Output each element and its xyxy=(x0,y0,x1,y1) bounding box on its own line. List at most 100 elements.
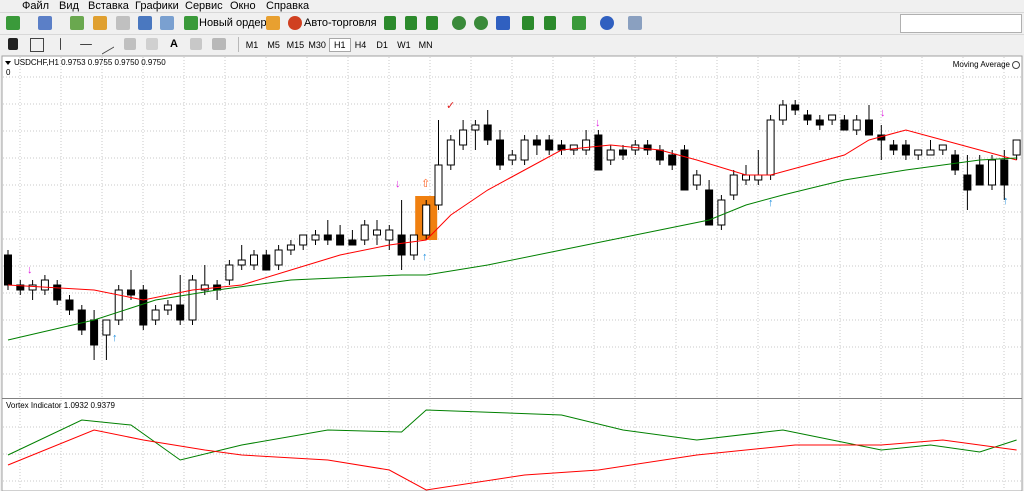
toolbars: Новый ордер Авто-торговля A Файл Вид Встав… xyxy=(0,0,1024,56)
navigator-icon[interactable] xyxy=(116,16,130,30)
terminal-icon[interactable] xyxy=(138,16,152,30)
collapse-icon xyxy=(5,61,11,65)
candle-body xyxy=(409,234,418,256)
auto-trading-button[interactable]: Авто-торговля xyxy=(304,17,377,29)
new-chart-icon[interactable] xyxy=(6,16,20,30)
arrows-tool[interactable] xyxy=(212,38,226,50)
indicator-panel xyxy=(7,409,1017,491)
candle-body xyxy=(53,284,62,301)
templates-icon[interactable] xyxy=(628,16,642,30)
indicator-icon[interactable] xyxy=(1012,61,1020,69)
standard-toolbar xyxy=(0,12,1024,35)
grid xyxy=(3,57,1021,490)
indicators-icon[interactable] xyxy=(572,16,586,30)
candle-body xyxy=(311,234,320,241)
label-tool[interactable] xyxy=(190,38,202,50)
timeframe-button[interactable]: M30 xyxy=(308,40,326,50)
indicator-title: Vortex Indicator 1.0932 0.9379 xyxy=(6,401,116,410)
candle-body xyxy=(963,174,972,191)
timeframe-button[interactable]: H1 xyxy=(328,38,351,52)
candle-body xyxy=(619,149,627,156)
candle-body xyxy=(422,204,431,236)
candle-body xyxy=(975,164,984,186)
candle-body xyxy=(151,309,160,321)
cursor-tool[interactable] xyxy=(8,38,18,50)
candle-body xyxy=(496,139,504,166)
candle-body xyxy=(791,104,800,111)
line-series xyxy=(7,129,1017,301)
timeframe-button[interactable]: M1 xyxy=(245,40,259,50)
candle-body xyxy=(508,154,517,161)
menu-item[interactable]: Окно xyxy=(230,0,256,12)
candle-body xyxy=(729,174,738,196)
candle-body xyxy=(655,149,664,161)
menu-item[interactable]: Вставка xyxy=(88,0,129,12)
menu-item[interactable]: Сервис xyxy=(185,0,223,12)
timeframe-button[interactable]: M5 xyxy=(267,40,280,50)
timeframe-button[interactable]: D1 xyxy=(376,40,388,50)
candle-body xyxy=(102,319,111,336)
periods-icon[interactable] xyxy=(600,16,614,30)
line-series xyxy=(7,409,1017,461)
candle-body xyxy=(40,279,49,291)
candle-body xyxy=(274,249,283,266)
zoom-in-icon[interactable] xyxy=(452,16,466,30)
bar-chart-icon[interactable] xyxy=(384,16,396,30)
candle-body xyxy=(323,234,332,241)
candle-body xyxy=(938,144,947,151)
menu-item[interactable]: Вид xyxy=(59,0,79,12)
new-order-icon[interactable] xyxy=(184,16,198,30)
candle-body xyxy=(901,144,910,156)
candle-body xyxy=(680,149,689,191)
sell-arrow: ↓ xyxy=(880,107,886,119)
vertical-line-tool[interactable] xyxy=(60,38,61,50)
menu-item[interactable]: Файл xyxy=(22,0,50,12)
data-window-icon[interactable] xyxy=(93,16,107,30)
text-tool[interactable]: A xyxy=(170,38,178,50)
candle-body xyxy=(754,174,763,181)
shift-icon[interactable] xyxy=(544,16,556,30)
tile-icon[interactable] xyxy=(496,16,510,30)
candle-body xyxy=(717,199,726,226)
menu-item[interactable]: Справка xyxy=(266,0,310,12)
menu-item[interactable]: Графики xyxy=(135,0,179,12)
candle-body xyxy=(778,104,787,121)
timeframe-button[interactable]: W1 xyxy=(397,40,411,50)
candle-body xyxy=(385,229,394,241)
candle-body xyxy=(200,284,209,291)
candle-chart-icon[interactable] xyxy=(405,16,417,30)
candle-body xyxy=(446,139,455,166)
candle-body xyxy=(914,149,923,156)
line-chart-icon[interactable] xyxy=(426,16,438,30)
profiles-icon[interactable] xyxy=(38,16,52,30)
signal-arrow: ⇧ xyxy=(421,178,430,190)
new-order-button[interactable]: Новый ордер xyxy=(199,17,267,29)
horizontal-line-tool[interactable] xyxy=(80,44,92,45)
fibo-tool[interactable] xyxy=(146,38,158,50)
candle-body xyxy=(1000,159,1009,186)
candle-body xyxy=(532,139,541,146)
channel-tool[interactable] xyxy=(124,38,136,50)
candle-body xyxy=(459,129,468,146)
candle-body xyxy=(373,229,381,236)
candle-body xyxy=(176,304,185,321)
timeframe-button[interactable]: H4 xyxy=(354,40,367,50)
candle-body xyxy=(471,124,480,131)
tester-icon[interactable] xyxy=(160,16,174,30)
candle-body xyxy=(815,119,824,126)
candle-body xyxy=(299,234,308,246)
crosshair-tool[interactable] xyxy=(30,38,44,52)
market-watch-icon[interactable] xyxy=(70,16,84,30)
timeframe-button[interactable]: MN xyxy=(418,40,433,50)
zoom-out-icon[interactable] xyxy=(474,16,488,30)
scroll-icon[interactable] xyxy=(522,16,534,30)
metaeditor-icon[interactable] xyxy=(266,16,280,30)
candle-body xyxy=(336,234,345,246)
timeframe-button[interactable]: M15 xyxy=(286,40,305,50)
search-box[interactable] xyxy=(900,14,1022,33)
candle-body xyxy=(926,149,935,156)
candle-body xyxy=(4,254,12,286)
auto-trading-icon[interactable] xyxy=(288,16,302,30)
